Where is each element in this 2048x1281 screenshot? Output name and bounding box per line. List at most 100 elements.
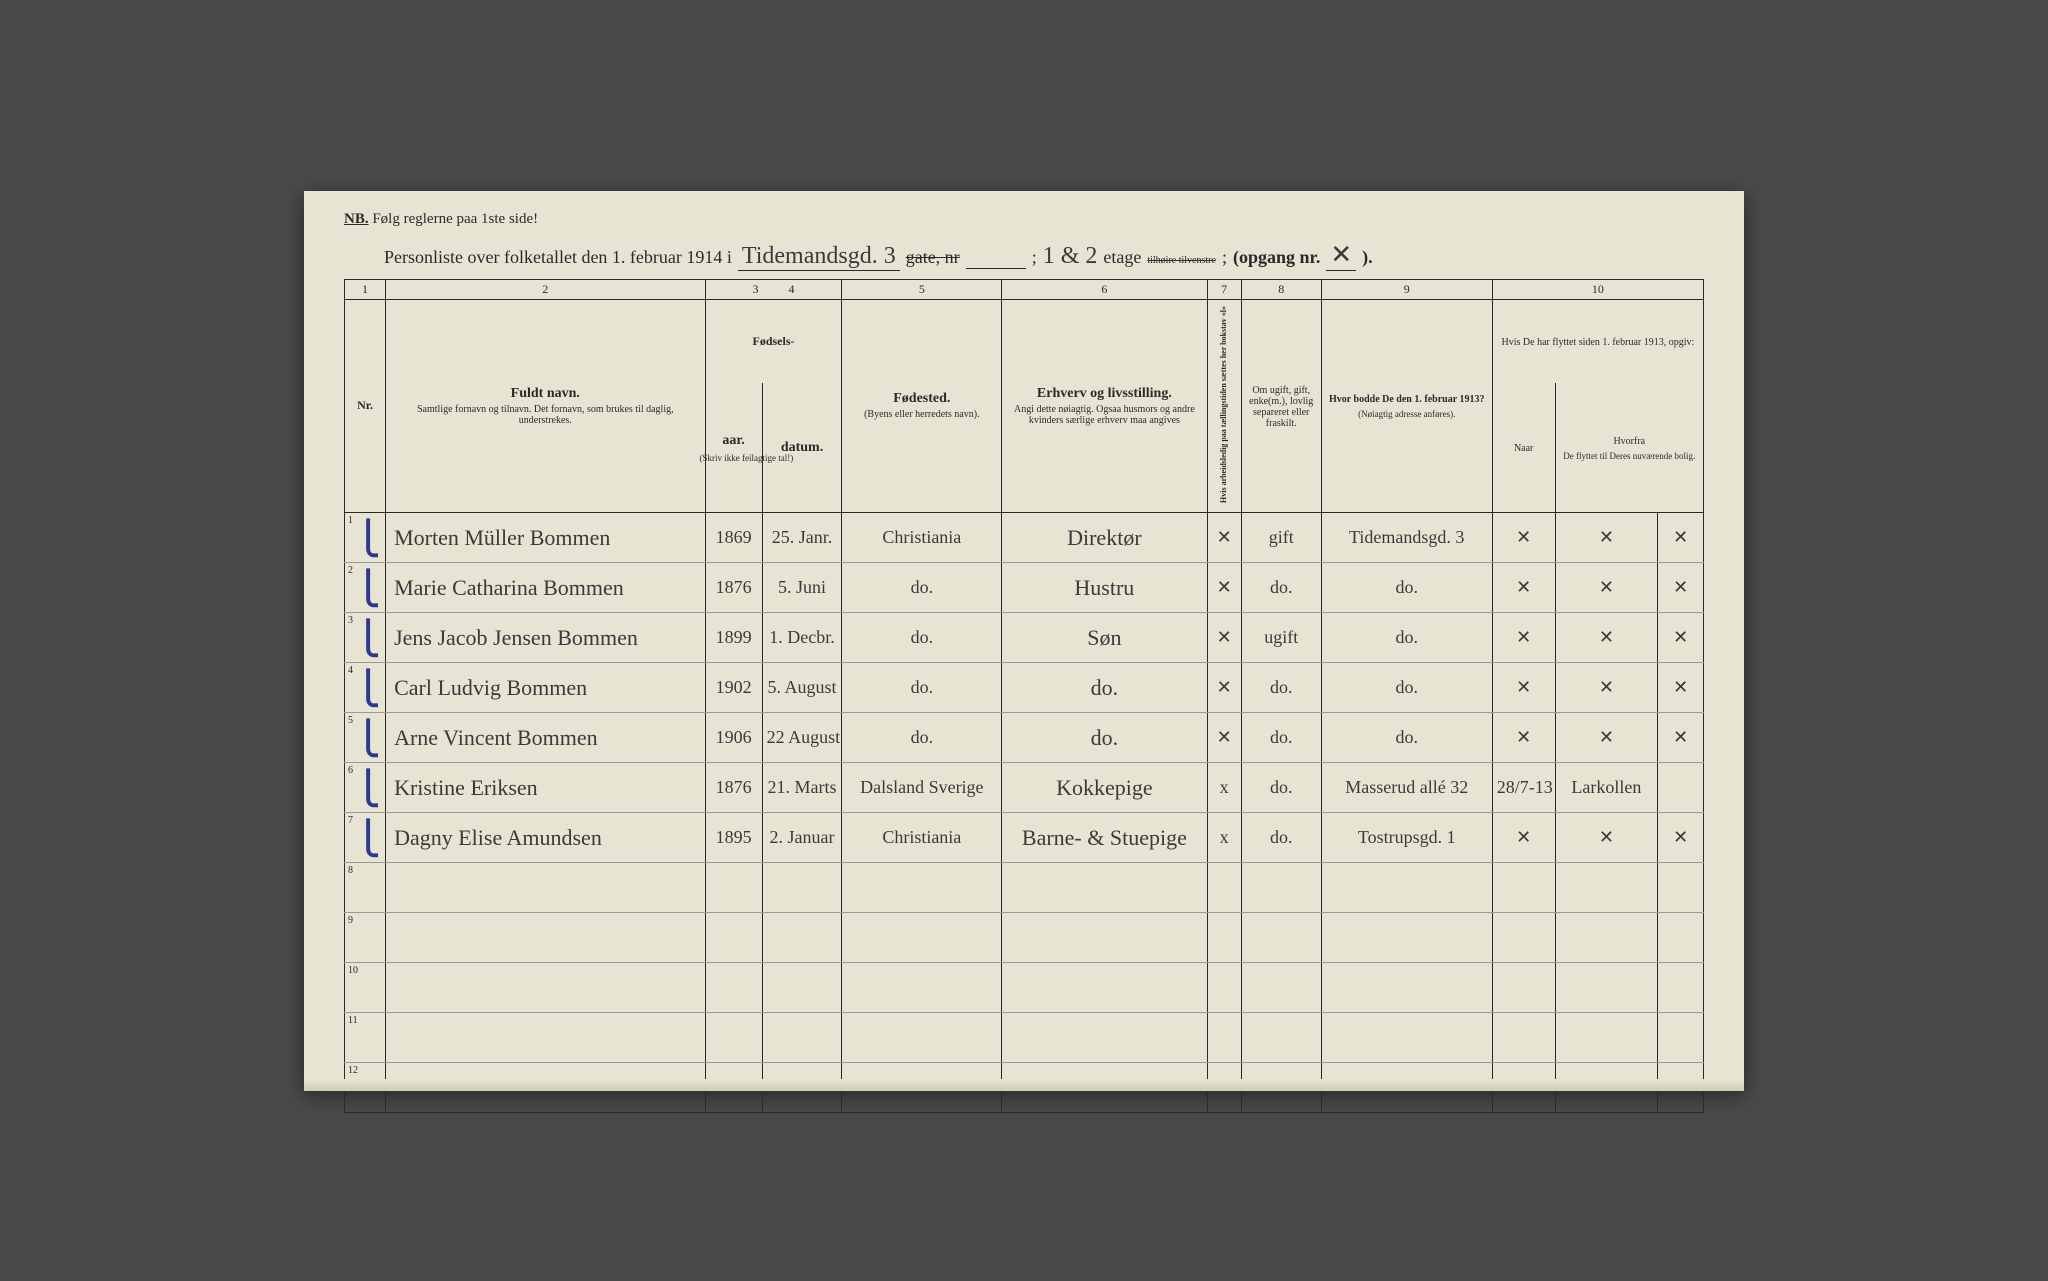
cell-date [762,1063,842,1113]
cell-name: ⎩ Kristine Eriksen [386,763,705,813]
cell-c10a [1492,1013,1555,1063]
cell-c7: x [1207,763,1241,813]
table-row: 9 [345,913,1704,963]
cell-occupation: Kokkepige [1002,763,1207,813]
cell-c10a [1492,913,1555,963]
cell-year [705,863,762,913]
cell-nr: 12 [345,1063,386,1113]
cell-c10b: ✕ [1555,513,1658,563]
cell-c9 [1321,1013,1492,1063]
cell-occupation: Søn [1002,613,1207,663]
cell-date: 25. Janr. [762,513,842,563]
blue-check-icon: ⎩ [356,669,380,707]
cell-place: do. [842,563,1002,613]
cell-place [842,963,1002,1013]
blue-check-icon: ⎩ [356,769,380,807]
cell-c8: do. [1241,813,1321,863]
cell-c8: ugift [1241,613,1321,663]
title-line: Personliste over folketallet den 1. febr… [344,240,1704,271]
colnum-34: 3 4 [705,279,842,299]
hdr-name: Fuldt navn. Samtlige fornavn og tilnavn.… [386,299,705,513]
cell-occupation: Direktør [1002,513,1207,563]
cell-c10b [1555,1063,1658,1113]
cell-occupation: do. [1002,713,1207,763]
cell-c9 [1321,1063,1492,1113]
hdr-9: Hvor bodde De den 1. februar 1913? (Nøia… [1321,299,1492,513]
cell-date [762,863,842,913]
cell-date [762,963,842,1013]
blue-check-icon: ⎩ [356,569,380,607]
cell-nr: 11 [345,1013,386,1063]
cell-c7 [1207,863,1241,913]
gate-label: gate, nr [906,247,960,268]
table-row: 4 ⎩ Carl Ludvig Bommen 1902 5. August do… [345,663,1704,713]
hdr-nr: Nr. [345,299,386,513]
cell-occupation [1002,1013,1207,1063]
cell-c10c [1658,1013,1704,1063]
cell-name [386,863,705,913]
cell-year: 1876 [705,763,762,813]
cell-c7: ✕ [1207,663,1241,713]
cell-c10c: ✕ [1658,663,1704,713]
cell-place [842,1013,1002,1063]
cell-c8: do. [1241,563,1321,613]
cell-occupation: do. [1002,663,1207,713]
cell-c7: ✕ [1207,613,1241,663]
cell-c10a: ✕ [1492,663,1555,713]
etage-struck: tilhøire tilvenstre [1147,255,1216,266]
table-row: 5 ⎩ Arne Vincent Bommen 1906 22 August d… [345,713,1704,763]
cell-occupation [1002,913,1207,963]
cell-c9: Tostrupsgd. 1 [1321,813,1492,863]
cell-c10c: ✕ [1658,813,1704,863]
cell-place: do. [842,663,1002,713]
cell-name: ⎩ Marie Catharina Bommen [386,563,705,613]
cell-date: 5. August [762,663,842,713]
colnum-6: 6 [1002,279,1207,299]
cell-c8: gift [1241,513,1321,563]
cell-c9 [1321,913,1492,963]
cell-c10c: ✕ [1658,613,1704,663]
cell-c10b [1555,913,1658,963]
cell-c10a: ✕ [1492,713,1555,763]
cell-occupation: Barne- & Stuepige [1002,813,1207,863]
hdr-10-top: Hvis De har flyttet siden 1. februar 191… [1492,299,1703,383]
etage-label: etage [1103,247,1141,268]
cell-c10c: ✕ [1658,513,1704,563]
cell-name: ⎩ Carl Ludvig Bommen [386,663,705,713]
cell-c10a: 28/7-13 [1492,763,1555,813]
cell-year: 1899 [705,613,762,663]
hdr-date: datum. [762,383,842,513]
cell-nr: 9 [345,913,386,963]
cell-year [705,1063,762,1113]
cell-occupation [1002,963,1207,1013]
table-row: 6 ⎩ Kristine Eriksen 1876 21. Marts Dals… [345,763,1704,813]
cell-name [386,963,705,1013]
nb-text: Følg reglerne paa 1ste side! [372,211,538,227]
cell-c10a: ✕ [1492,813,1555,863]
cell-c9: do. [1321,613,1492,663]
cell-c7 [1207,963,1241,1013]
census-table: 1 2 3 4 5 6 7 8 9 10 Nr. Fuldt navn. Sam… [344,279,1704,1114]
cell-place [842,913,1002,963]
cell-name: ⎩ Jens Jacob Jensen Bommen [386,613,705,663]
cell-c9: do. [1321,563,1492,613]
cell-c10a [1492,863,1555,913]
cell-c10b: ✕ [1555,613,1658,663]
gate-blank [966,247,1026,269]
cell-name: ⎩ Arne Vincent Bommen [386,713,705,763]
hdr-10a: Naar [1492,383,1555,513]
cell-place [842,863,1002,913]
cell-c10c [1658,913,1704,963]
table-row: 7 ⎩ Dagny Elise Amundsen 1895 2. Januar … [345,813,1704,863]
colnum-10: 10 [1492,279,1703,299]
cell-c8 [1241,963,1321,1013]
cell-c7: ✕ [1207,713,1241,763]
colnum-1: 1 [345,279,386,299]
street-handwritten: Tidemandsgd. 3 [738,243,900,271]
cell-c10a: ✕ [1492,613,1555,663]
table-row: 10 [345,963,1704,1013]
cell-name [386,1063,705,1113]
cell-place [842,1063,1002,1113]
cell-c8: do. [1241,763,1321,813]
cell-year [705,963,762,1013]
